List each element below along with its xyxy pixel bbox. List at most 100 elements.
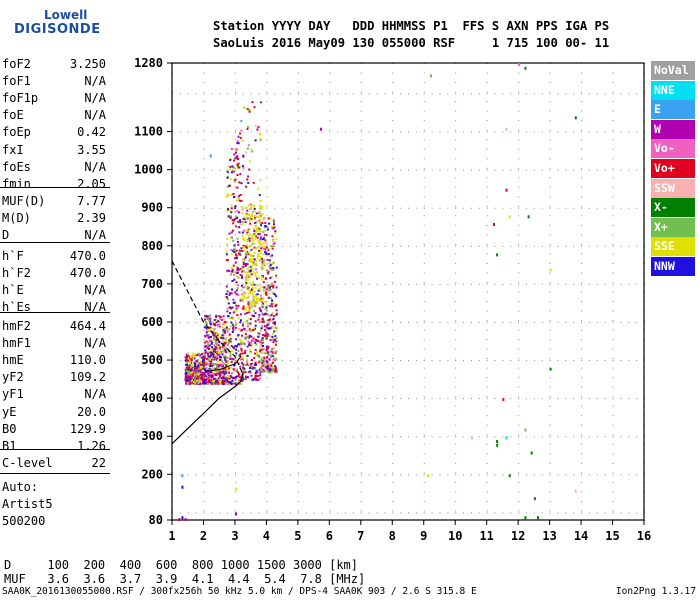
grid-dot bbox=[455, 101, 457, 103]
grid-dot bbox=[305, 360, 307, 362]
param-value: 22 bbox=[91, 456, 106, 470]
grid-dot bbox=[203, 481, 205, 483]
echo-point bbox=[248, 245, 251, 248]
echo-point bbox=[224, 337, 227, 340]
grid-dot bbox=[494, 245, 496, 247]
grid-dot bbox=[431, 131, 433, 133]
grid-dot bbox=[604, 474, 606, 476]
echo-point bbox=[201, 370, 204, 373]
grid-dot bbox=[510, 283, 512, 285]
grid-dot bbox=[518, 148, 520, 150]
grid-dot bbox=[290, 207, 291, 209]
grid-dot bbox=[187, 474, 189, 476]
grid-dot bbox=[297, 129, 299, 131]
grid-dot bbox=[455, 339, 457, 341]
grid-dot bbox=[345, 207, 347, 209]
echo-point bbox=[258, 287, 261, 290]
echo-point bbox=[215, 346, 218, 349]
echo-point bbox=[204, 373, 207, 376]
echo-point bbox=[219, 357, 222, 360]
echo-point bbox=[430, 74, 433, 78]
grid-dot bbox=[439, 321, 441, 323]
grid-dot bbox=[423, 120, 425, 122]
grid-dot bbox=[604, 131, 606, 133]
grid-dot bbox=[321, 474, 323, 476]
echo-point bbox=[269, 327, 272, 330]
grid-dot bbox=[266, 177, 268, 179]
grid-dot bbox=[596, 207, 598, 209]
echo-point bbox=[265, 309, 268, 312]
grid-dot bbox=[612, 453, 614, 455]
echo-point bbox=[209, 360, 212, 363]
grid-dot bbox=[470, 474, 472, 476]
echo-point bbox=[274, 321, 277, 324]
echo-point bbox=[244, 262, 247, 265]
echo-point bbox=[241, 362, 243, 364]
y-tick-label: 500 bbox=[141, 353, 163, 367]
echo-point bbox=[250, 273, 253, 276]
grid-dot bbox=[486, 93, 488, 95]
grid-dot bbox=[423, 360, 425, 362]
echo-point bbox=[246, 240, 249, 242]
grid-dot bbox=[549, 301, 551, 303]
echo-point bbox=[234, 186, 237, 189]
grid-dot bbox=[266, 148, 268, 150]
grid-dot bbox=[431, 169, 433, 171]
grid-dot bbox=[581, 301, 583, 303]
grid-dot bbox=[510, 321, 512, 323]
grid-dot bbox=[518, 177, 520, 179]
echo-point bbox=[237, 243, 240, 246]
grid-dot bbox=[581, 120, 583, 122]
echo-point bbox=[246, 263, 249, 266]
echo-point bbox=[229, 352, 232, 355]
grid-dot bbox=[352, 512, 354, 514]
echo-point bbox=[241, 341, 244, 344]
param-separator bbox=[0, 242, 110, 243]
grid-dot bbox=[423, 110, 425, 112]
echo-point bbox=[254, 374, 257, 377]
grid-dot bbox=[203, 321, 205, 323]
grid-dot bbox=[329, 510, 331, 512]
echo-point bbox=[208, 344, 211, 347]
param-value: 464.4 bbox=[69, 319, 106, 333]
echo-point bbox=[242, 250, 245, 252]
grid-dot bbox=[376, 245, 378, 247]
grid-dot bbox=[266, 243, 268, 245]
grid-dot bbox=[486, 245, 488, 247]
param-name: yE bbox=[2, 404, 17, 419]
grid-dot bbox=[234, 310, 236, 312]
grid-dot bbox=[557, 398, 559, 400]
echo-point bbox=[196, 371, 199, 374]
grid-dot bbox=[557, 131, 559, 133]
grid-dot bbox=[455, 462, 457, 464]
grid-dot bbox=[596, 512, 598, 514]
grid-dot bbox=[195, 512, 197, 514]
grid-dot bbox=[486, 396, 488, 398]
grid-dot bbox=[187, 207, 189, 209]
echo-point bbox=[260, 266, 263, 269]
echo-point bbox=[257, 253, 260, 256]
grid-dot bbox=[266, 510, 268, 512]
echo-point bbox=[241, 139, 244, 142]
echo-point bbox=[251, 242, 254, 245]
echo-point bbox=[234, 291, 237, 294]
echo-point bbox=[225, 195, 228, 198]
echo-point bbox=[243, 293, 246, 295]
echo-point bbox=[229, 317, 231, 320]
echo-point bbox=[258, 297, 260, 300]
echo-point bbox=[249, 348, 252, 351]
grid-dot bbox=[242, 283, 244, 285]
echo-point bbox=[261, 325, 264, 328]
grid-dot bbox=[400, 398, 402, 400]
echo-point bbox=[245, 280, 248, 283]
grid-dot bbox=[581, 253, 583, 255]
echo-point bbox=[275, 237, 278, 240]
echo-point bbox=[223, 323, 226, 326]
grid-dot bbox=[581, 93, 583, 95]
echo-point bbox=[248, 237, 251, 240]
grid-dot bbox=[431, 360, 433, 362]
echo-point bbox=[250, 205, 253, 208]
echo-point bbox=[220, 369, 223, 372]
grid-dot bbox=[510, 207, 512, 209]
grid-dot bbox=[486, 129, 488, 131]
